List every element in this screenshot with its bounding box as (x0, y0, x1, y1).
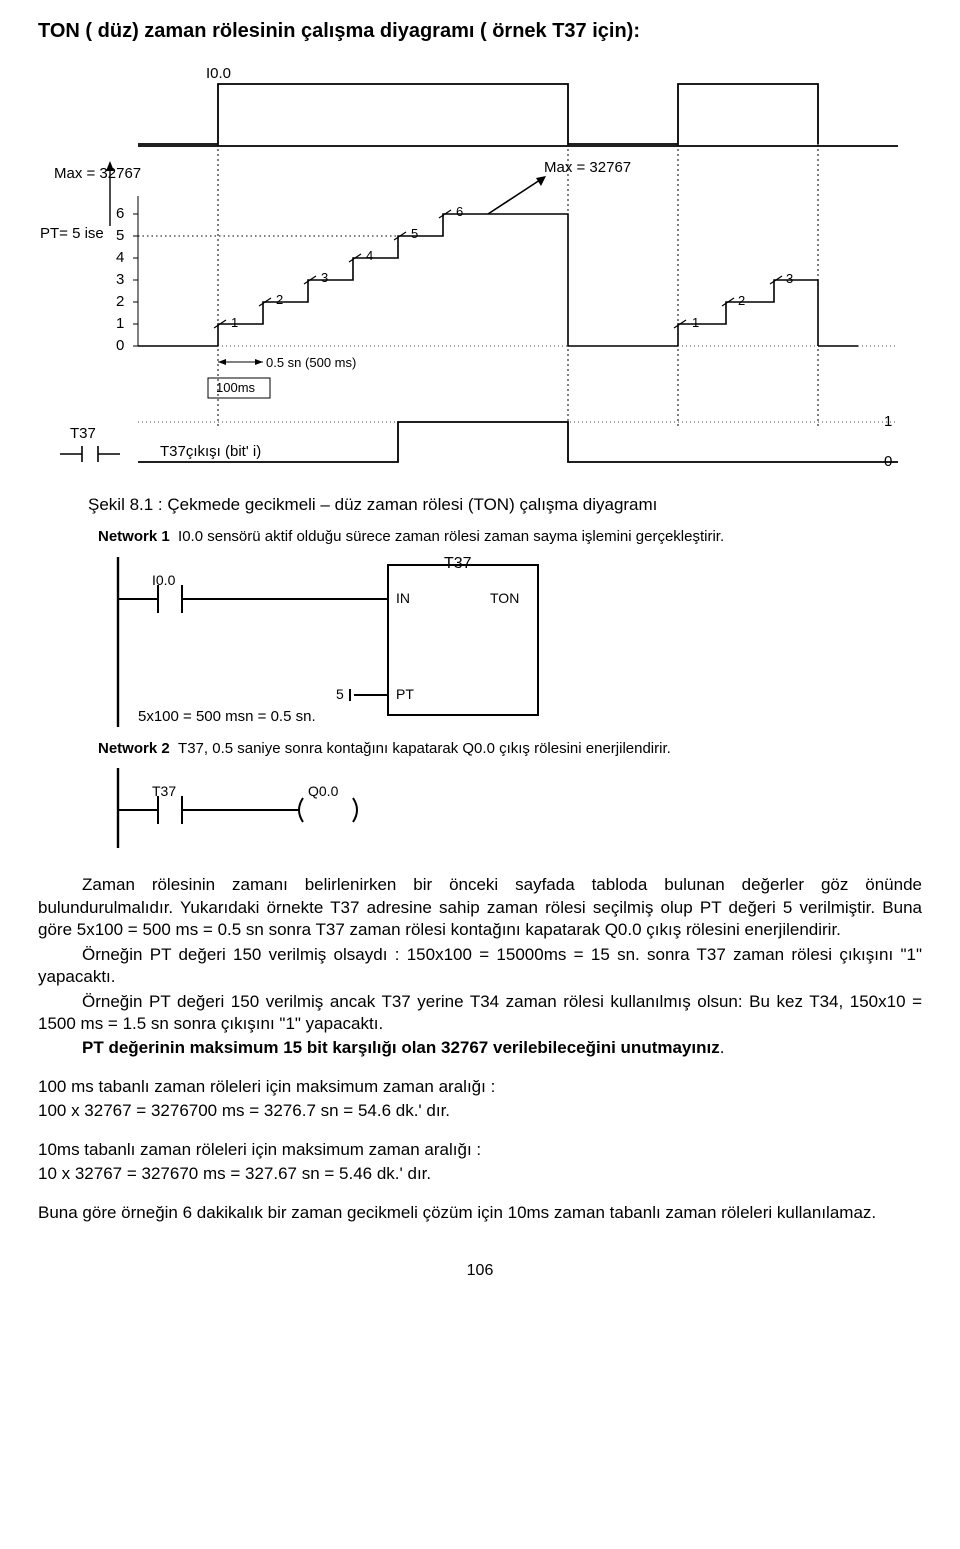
l1-in: IN (396, 589, 410, 607)
stepB-1: 1 (692, 314, 699, 331)
page-number: 106 (38, 1260, 922, 1281)
body-p4-bold: PT değerinin maksimum 15 bit karşılığı o… (82, 1038, 720, 1057)
ladder2-diagram: T37 Q0.0 (98, 768, 458, 848)
page-title: TON ( düz) zaman rölesinin çalışma diyag… (38, 18, 922, 44)
stepA-3: 3 (321, 269, 328, 286)
stepA-1: 1 (231, 314, 238, 331)
timing-diagram: I0.0 Max = 32767 Max = 32767 PT= 5 ise 6… (38, 66, 908, 486)
timing-svg (38, 66, 908, 486)
body-p3: Örneğin PT değeri 150 verilmiş ancak T37… (38, 991, 922, 1036)
network2-label: Network 2 (98, 740, 170, 757)
ytick-1: 1 (116, 314, 124, 334)
body-p6a: 10ms tabanlı zaman röleleri için maksimu… (38, 1139, 922, 1161)
l1-pt: PT (396, 685, 414, 703)
stepB-2: 2 (738, 292, 745, 309)
body-p4-tail: . (720, 1038, 725, 1057)
ladder1-diagram: I0.0 T37 IN TON PT 5 5x100 = 500 msn = 0… (98, 557, 658, 727)
ytick-5: 5 (116, 226, 124, 246)
t37-left-label: T37 (70, 424, 96, 444)
i0-label: I0.0 (206, 64, 231, 84)
t37-bit-label: T37çıkışı (bit' i) (160, 442, 261, 462)
l2-coil-label: Q0.0 (308, 782, 338, 800)
network1-label: Network 1 (98, 528, 170, 545)
ytick-0: 0 (116, 336, 124, 356)
l2-contact-label: T37 (152, 782, 176, 800)
t37-zero: 0 (884, 452, 892, 472)
network1-comment-line: Network 1 I0.0 sensörü aktif olduğu süre… (98, 527, 922, 547)
body-text: Zaman rölesinin zamanı belirlenirken bir… (38, 874, 922, 1224)
network2-comment-line: Network 2 T37, 0.5 saniye sonra kontağın… (98, 739, 922, 759)
stepA-5: 5 (411, 225, 418, 242)
body-p5b: 100 x 32767 = 3276700 ms = 3276.7 sn = 5… (38, 1100, 922, 1122)
l1-type: TON (490, 589, 519, 607)
max-left: Max = 32767 (54, 164, 141, 184)
ytick-4: 4 (116, 248, 124, 268)
stepA-6: 6 (456, 203, 463, 220)
l1-pt-note: 5x100 = 500 msn = 0.5 sn. (138, 707, 316, 727)
l1-pt-val: 5 (336, 685, 344, 703)
network1-comment: I0.0 sensörü aktif olduğu sürece zaman r… (178, 528, 724, 545)
t37-one: 1 (884, 412, 892, 432)
stepA-2: 2 (276, 291, 283, 308)
body-p6b: 10 x 32767 = 327670 ms = 327.67 sn = 5.4… (38, 1163, 922, 1185)
stepA-4: 4 (366, 247, 373, 264)
network2-comment: T37, 0.5 saniye sonra kontağını kapatara… (178, 740, 671, 757)
inc-label: 0.5 sn (500 ms) (266, 354, 356, 371)
pt-label: PT= 5 ise (40, 224, 104, 244)
body-p4: PT değerinin maksimum 15 bit karşılığı o… (38, 1037, 922, 1059)
ytick-2: 2 (116, 292, 124, 312)
l1-contact-label: I0.0 (152, 571, 175, 589)
body-p1: Zaman rölesinin zamanı belirlenirken bir… (38, 874, 922, 941)
l1-box-title: T37 (444, 553, 472, 574)
ytick-6: 6 (116, 204, 124, 224)
body-p5a: 100 ms tabanlı zaman röleleri için maksi… (38, 1076, 922, 1098)
body-p7: Buna göre örneğin 6 dakikalık bir zaman … (38, 1202, 922, 1224)
hundredms-label: 100ms (216, 379, 255, 396)
body-p2: Örneğin PT değeri 150 verilmiş olsaydı :… (38, 944, 922, 989)
max-pointer: Max = 32767 (544, 158, 631, 178)
ytick-3: 3 (116, 270, 124, 290)
stepB-3: 3 (786, 270, 793, 287)
figure-caption: Şekil 8.1 : Çekmede gecikmeli – düz zama… (88, 494, 922, 516)
